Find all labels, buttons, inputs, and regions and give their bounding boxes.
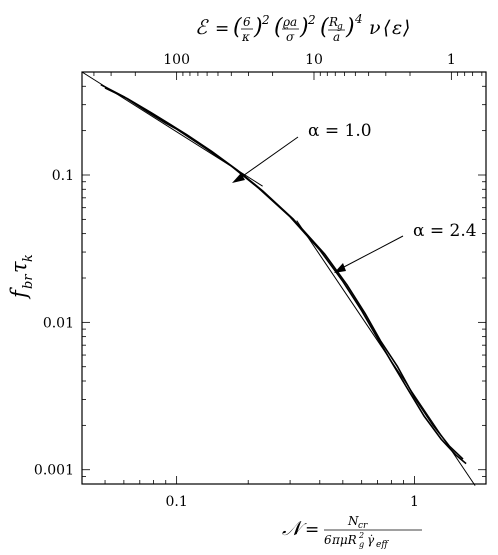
svg-text:πμR: πμR (331, 533, 357, 547)
svg-text:): ) (345, 15, 355, 40)
x-tick-label: 1 (410, 494, 419, 510)
svg-text:(: ( (320, 15, 329, 40)
top-tick-label: 1 (447, 52, 456, 68)
svg-text:2: 2 (307, 13, 316, 27)
svg-text:τ: τ (7, 261, 31, 273)
svg-text:g: g (337, 22, 343, 32)
svg-text:N: N (347, 514, 359, 528)
annotation-alpha-1-arrow (239, 136, 299, 179)
data-series (100, 83, 467, 465)
plot-frame (81, 71, 487, 485)
top-axis-title: ℰ = ( 6 κ ) 2 ( ϱa σ ) 2 ( R g a ) 4 ν ⟨… (195, 12, 410, 44)
axis-tick-labels: 0.1 1 0.001 0.01 0.1 100 10 1 (34, 52, 456, 510)
annotation-alpha-1-arrowhead (232, 173, 245, 183)
svg-text:⟨: ⟨ (383, 17, 391, 39)
svg-text:κ: κ (241, 30, 250, 44)
reference-lines (81, 71, 476, 486)
annotation-alpha-1: α = 1.0 (232, 121, 372, 183)
annotation-alpha-2-arrowhead (334, 263, 346, 273)
annotation-alpha-2-arrow (341, 235, 404, 269)
svg-text:g: g (359, 540, 364, 549)
top-tick-label: 100 (163, 52, 190, 68)
series-line-2 (104, 87, 464, 460)
svg-text:k: k (21, 254, 36, 262)
svg-text:γ̇: γ̇ (367, 533, 375, 547)
svg-text:(: ( (274, 15, 283, 40)
svg-text:): ) (253, 15, 263, 40)
svg-text:⟩: ⟩ (402, 17, 410, 39)
svg-text:R: R (328, 15, 338, 29)
svg-text:cr: cr (358, 521, 368, 531)
svg-text:f: f (7, 287, 31, 300)
svg-text:ν: ν (369, 17, 381, 39)
y-tick-label: 0.1 (52, 168, 74, 184)
svg-text:eff: eff (376, 540, 389, 550)
svg-text:ℰ: ℰ (195, 15, 209, 39)
svg-text:σ: σ (286, 30, 295, 44)
svg-text:4: 4 (354, 12, 363, 26)
svg-text:6: 6 (324, 533, 332, 547)
svg-text:𝒩: 𝒩 (282, 516, 307, 540)
annotation-alpha-2-label: α = 2.4 (413, 221, 477, 241)
x-tick-label: 0.1 (165, 494, 187, 510)
x-axis-title: 𝒩 = N cr 6 πμR 2 g γ̇ eff (282, 514, 422, 550)
axis-ticks (81, 71, 487, 485)
svg-text:2: 2 (358, 531, 364, 540)
y-tick-label: 0.01 (43, 315, 74, 331)
svg-text:ε: ε (392, 17, 402, 39)
svg-text:(: ( (233, 15, 242, 40)
y-tick-label: 0.001 (34, 463, 74, 479)
svg-text:=: = (215, 19, 229, 39)
svg-text:6: 6 (243, 15, 251, 29)
svg-text:): ) (299, 15, 309, 40)
svg-text:=: = (305, 520, 319, 540)
annotation-alpha-2: α = 2.4 (334, 221, 477, 273)
series-line-1 (100, 83, 467, 465)
annotation-alpha-1-label: α = 1.0 (308, 121, 372, 141)
top-tick-label: 10 (305, 52, 323, 68)
svg-text:br: br (21, 274, 36, 289)
svg-text:a: a (333, 30, 340, 44)
svg-text:2: 2 (261, 13, 270, 27)
y-axis-title: f br τ k (7, 254, 36, 300)
svg-text:ϱa: ϱa (283, 15, 297, 29)
